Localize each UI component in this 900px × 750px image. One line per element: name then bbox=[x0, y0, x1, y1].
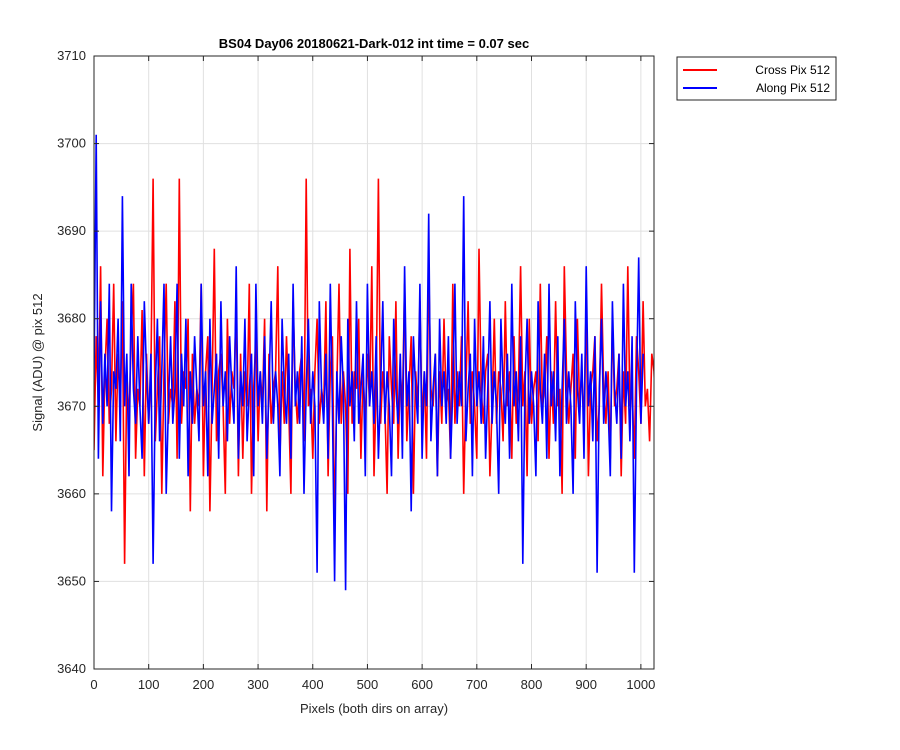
tick-labels: 0 100 200 300 400 500 600 700 800 900 1000 3640 3650… bbox=[57, 48, 655, 692]
legend: Cross Pix 512 Along Pix 512 bbox=[676, 56, 837, 101]
y-tick-label: 3650 bbox=[57, 573, 86, 588]
legend-label: Cross Pix 512 bbox=[755, 63, 830, 77]
chart-title: BS04 Day06 20180621-Dark-012 int time = … bbox=[219, 36, 529, 51]
x-tick-label: 1000 bbox=[626, 677, 655, 692]
y-tick-label: 3700 bbox=[57, 136, 86, 151]
y-axis-label: Signal (ADU) @ pix 512 bbox=[30, 293, 45, 431]
axes-frame bbox=[93, 55, 655, 670]
y-tick-label: 3660 bbox=[57, 486, 86, 501]
x-tick-label: 200 bbox=[193, 677, 215, 692]
plot-area bbox=[94, 134, 654, 591]
x-tick-label: 800 bbox=[521, 677, 543, 692]
tick-marks bbox=[93, 55, 654, 670]
x-tick-label: 500 bbox=[357, 677, 379, 692]
x-tick-label: 400 bbox=[302, 677, 324, 692]
legend-label: Along Pix 512 bbox=[756, 81, 830, 95]
x-tick-label: 700 bbox=[466, 677, 488, 692]
y-tick-label: 3640 bbox=[57, 661, 86, 676]
x-tick-label: 100 bbox=[138, 677, 160, 692]
x-tick-label: 0 bbox=[90, 677, 97, 692]
x-axis-label: Pixels (both dirs on array) bbox=[300, 701, 448, 716]
y-tick-label: 3690 bbox=[57, 223, 86, 238]
x-tick-label: 300 bbox=[247, 677, 269, 692]
y-tick-label: 3710 bbox=[57, 48, 86, 63]
legend-box bbox=[676, 56, 837, 101]
series-line-along-pix-512 bbox=[94, 134, 644, 591]
y-tick-label: 3670 bbox=[57, 398, 86, 413]
x-tick-label: 600 bbox=[411, 677, 433, 692]
series-line-cross-pix-512 bbox=[94, 178, 654, 564]
x-tick-label: 900 bbox=[575, 677, 597, 692]
y-tick-label: 3680 bbox=[57, 311, 86, 326]
